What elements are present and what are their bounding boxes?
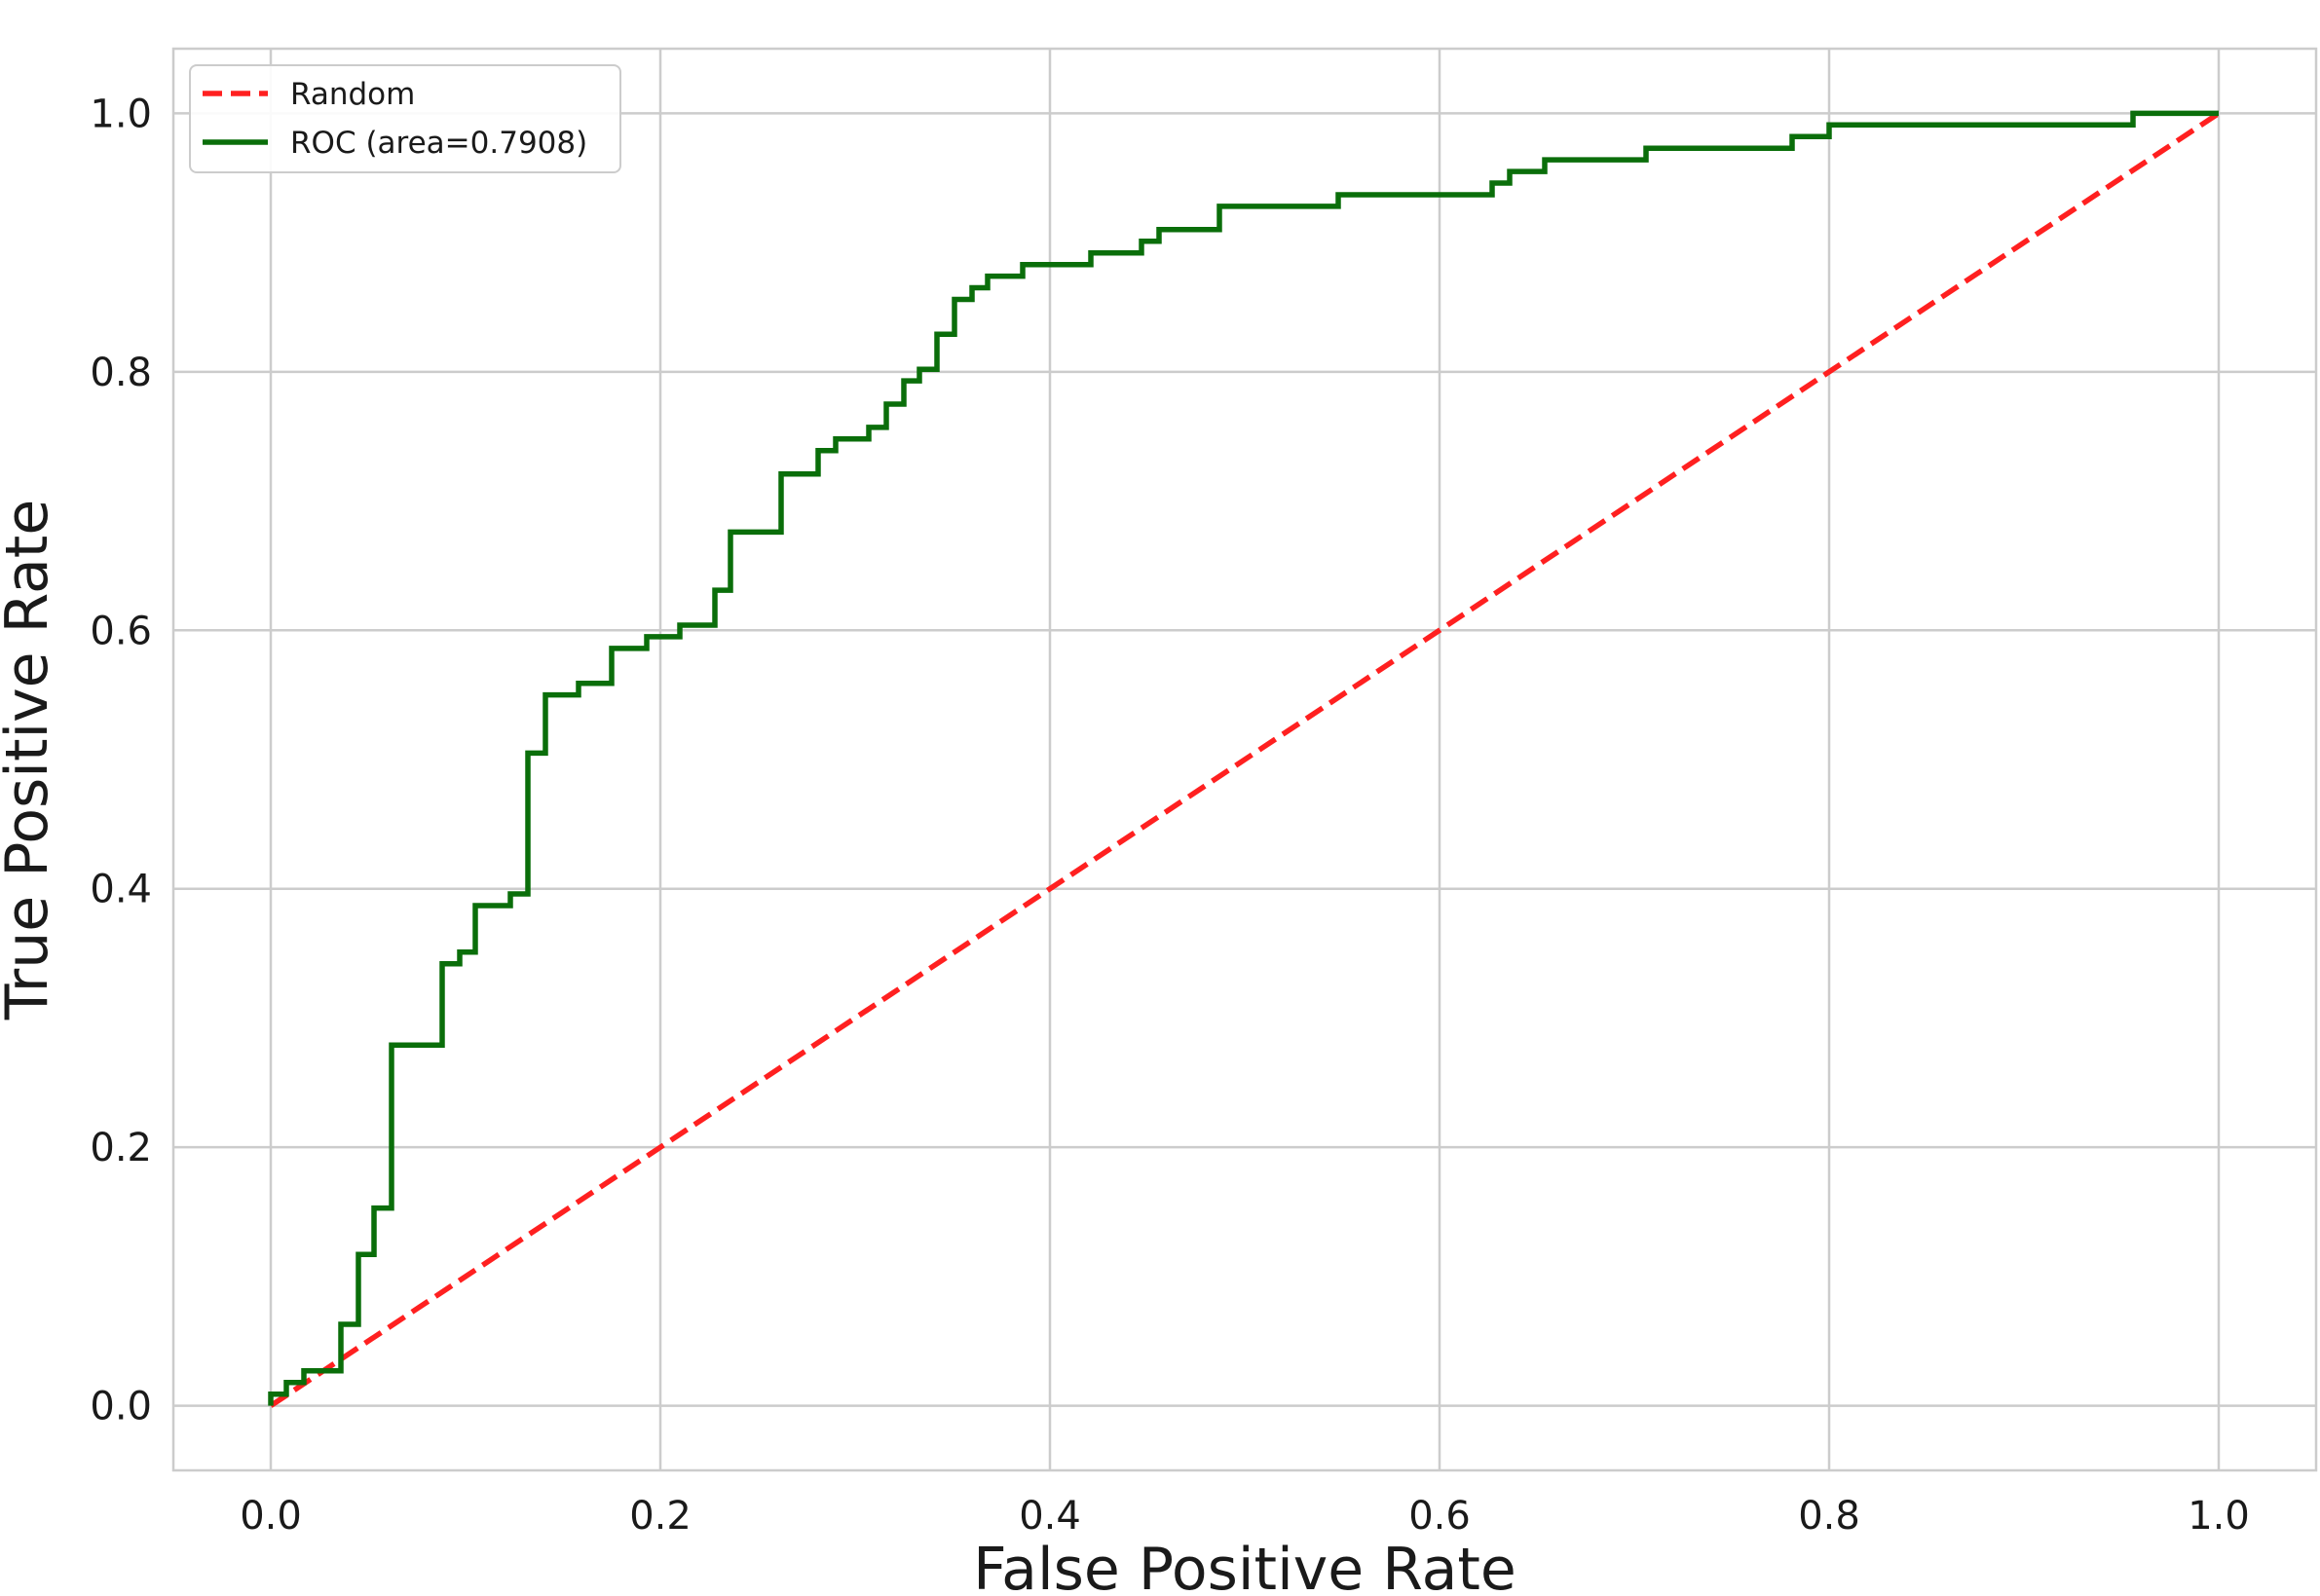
series-roc-line [268, 110, 2219, 1406]
legend-label: ROC (area=0.7908) [290, 126, 587, 161]
y-tick-label: 0.8 [90, 351, 152, 395]
legend-label: Random [290, 77, 415, 112]
x-tick-label: 1.0 [2188, 1494, 2250, 1539]
series-random-line [269, 111, 2221, 1408]
y-tick-label: 0.4 [90, 868, 152, 912]
y-tick-label: 0.6 [90, 609, 152, 653]
x-tick-label: 0.4 [1019, 1494, 1081, 1539]
plot-frame [171, 47, 2318, 1472]
x-tick-label: 0.0 [240, 1494, 302, 1539]
x-axis-title: False Positive Rate [973, 1536, 1516, 1596]
x-tick-label: 0.6 [1408, 1494, 1471, 1539]
y-tick-labels: 0.0 0.2 0.4 0.6 0.8 1.0 [90, 92, 152, 1429]
y-tick-label: 1.0 [90, 92, 152, 136]
legend: Random ROC (area=0.7908) [189, 64, 621, 173]
y-tick-label: 0.0 [90, 1385, 152, 1429]
x-tick-label: 0.2 [629, 1494, 692, 1539]
y-axis-title: True Positive Rate [0, 500, 61, 1021]
legend-box [189, 64, 621, 173]
y-tick-label: 0.2 [90, 1126, 152, 1170]
series-layer [268, 110, 2221, 1408]
x-tick-labels: 0.0 0.2 0.4 0.6 0.8 1.0 [240, 1494, 2250, 1539]
x-tick-label: 0.8 [1798, 1494, 1860, 1539]
